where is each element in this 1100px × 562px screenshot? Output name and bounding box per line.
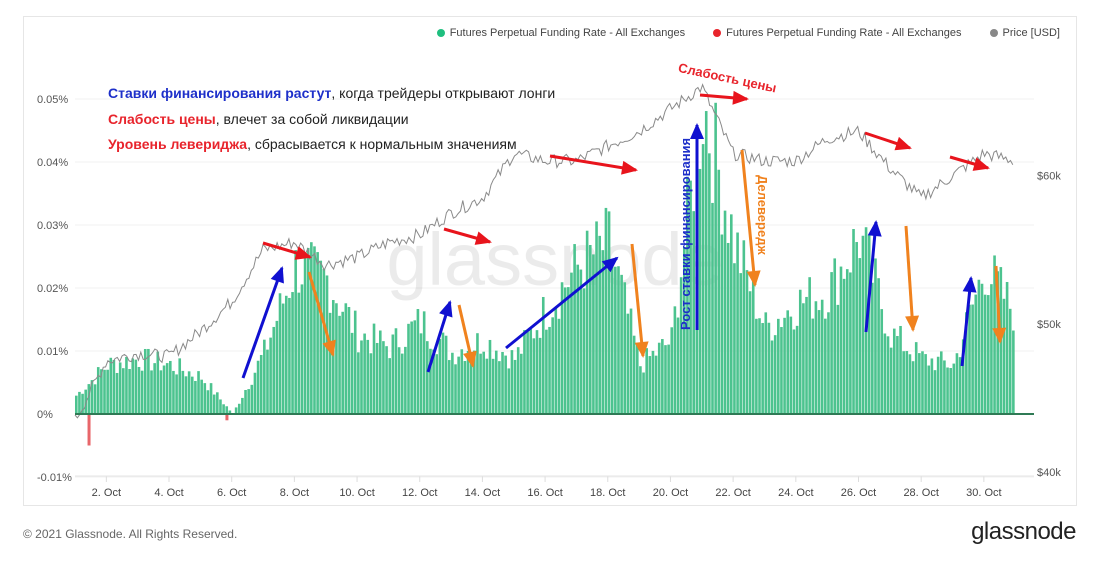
svg-text:$40k: $40k	[1037, 467, 1061, 479]
svg-text:6. Oct: 6. Oct	[217, 487, 246, 499]
annotation-text: , влечет за собой ликвидации	[215, 111, 409, 127]
svg-text:0.01%: 0.01%	[37, 346, 68, 358]
x-axis: 2. Oct 4. Oct 6. Oct 8. Oct 10. Oct 12. Oct 14…	[75, 475, 1034, 499]
svg-text:0.05%: 0.05%	[37, 94, 68, 106]
svg-text:12. Oct: 12. Oct	[402, 487, 437, 499]
svg-text:0%: 0%	[37, 409, 53, 421]
funding-growth-label: Рост ставки финансирования	[678, 137, 693, 330]
legend-label: Futures Perpetual Funding Rate - All Exc…	[726, 27, 962, 39]
svg-text:28. Oct: 28. Oct	[903, 487, 938, 499]
legend-label: Price [USD]	[1002, 27, 1060, 39]
svg-text:20. Oct: 20. Oct	[653, 487, 688, 499]
svg-text:10. Oct: 10. Oct	[339, 487, 374, 499]
legend-item-price[interactable]: Price [USD]	[989, 27, 1060, 39]
gray-dot-icon	[989, 29, 998, 37]
legend: Futures Perpetual Funding Rate - All Exc…	[436, 27, 1060, 39]
glassnode-logo: glassnode	[971, 518, 1076, 545]
green-dot-icon	[436, 29, 445, 37]
svg-text:$50k: $50k	[1037, 319, 1061, 331]
y-axis-left: 0.05% 0.04% 0.03% 0.02% 0.01% 0% -0.01%	[37, 94, 72, 484]
chart-frame	[23, 16, 1077, 506]
legend-item-funding-negative[interactable]: Futures Perpetual Funding Rate - All Exc…	[713, 27, 962, 39]
annotation-line-1: Ставки финансирования растут, когда трей…	[108, 85, 555, 101]
annotation-line-2: Слабость цены, влечет за собой ликвидаци…	[108, 111, 409, 127]
annotation-text: , сбрасывается к нормальным значениям	[247, 136, 517, 152]
svg-text:4. Oct: 4. Oct	[154, 487, 183, 499]
annotation-highlight: Уровень левериджа	[108, 136, 248, 152]
svg-text:8. Oct: 8. Oct	[280, 487, 309, 499]
svg-text:22. Oct: 22. Oct	[715, 487, 750, 499]
legend-item-funding-positive[interactable]: Futures Perpetual Funding Rate - All Exc…	[436, 27, 686, 39]
price-line	[74, 83, 1014, 419]
svg-text:14. Oct: 14. Oct	[465, 487, 500, 499]
copyright: © 2021 Glassnode. All Rights Reserved.	[23, 527, 238, 541]
annotation-line-3: Уровень левериджа, сбрасывается к нормал…	[108, 136, 517, 152]
svg-text:0.02%: 0.02%	[37, 283, 68, 295]
svg-text:0.04%: 0.04%	[37, 157, 68, 169]
svg-text:24. Oct: 24. Oct	[778, 487, 813, 499]
svg-text:2. Oct: 2. Oct	[92, 487, 121, 499]
svg-text:0.03%: 0.03%	[37, 220, 68, 232]
annotation-highlight: Ставки финансирования растут	[108, 85, 332, 101]
watermark: glassnode	[386, 218, 723, 301]
red-dot-icon	[713, 29, 722, 37]
y-axis-right: $60k $50k $40k	[1037, 171, 1061, 479]
svg-text:30. Oct: 30. Oct	[966, 487, 1001, 499]
deleverage-label: Делевередж	[755, 175, 770, 255]
svg-text:18. Oct: 18. Oct	[590, 487, 625, 499]
annotation-highlight: Слабость цены	[108, 111, 216, 127]
legend-label: Futures Perpetual Funding Rate - All Exc…	[449, 27, 686, 39]
svg-text:26. Oct: 26. Oct	[841, 487, 876, 499]
svg-text:-0.01%: -0.01%	[37, 472, 72, 484]
svg-text:16. Oct: 16. Oct	[527, 487, 562, 499]
svg-text:$60k: $60k	[1037, 171, 1061, 183]
annotation-text: , когда трейдеры открывают лонги	[331, 85, 556, 101]
annotation-arrows	[241, 90, 1007, 379]
